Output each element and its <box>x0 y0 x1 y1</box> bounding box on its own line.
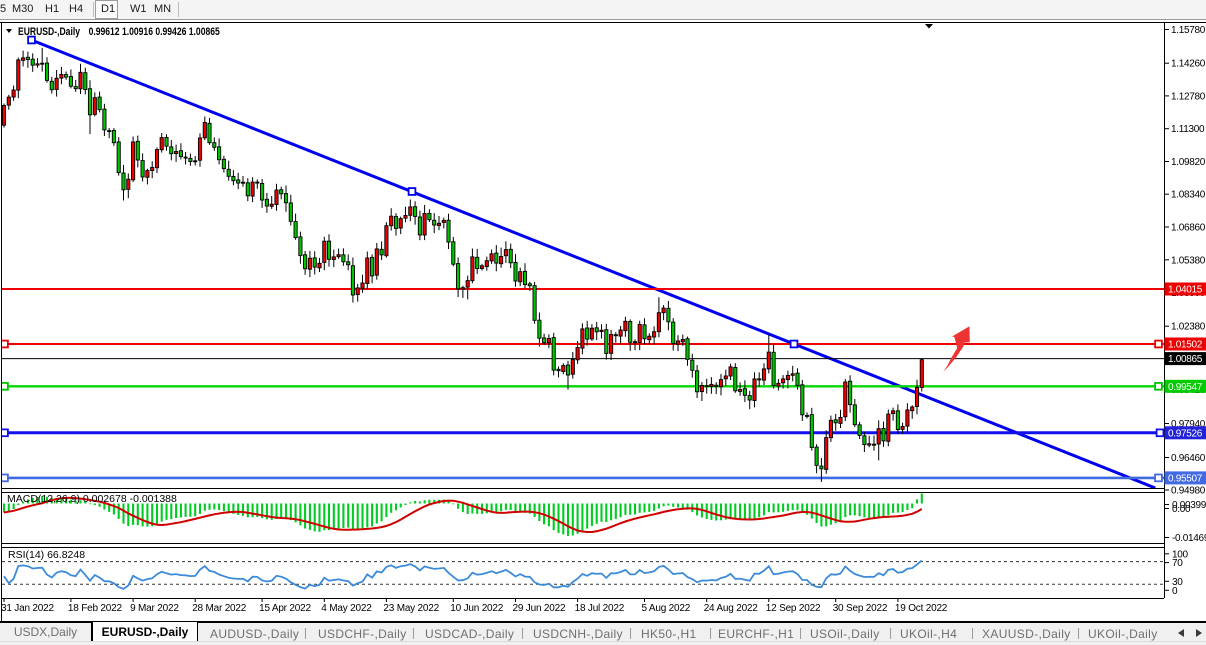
svg-text:18 Jul 2022: 18 Jul 2022 <box>575 603 625 614</box>
svg-text:28 Mar 2022: 28 Mar 2022 <box>192 603 247 614</box>
svg-text:0.00: 0.00 <box>1172 504 1191 515</box>
svg-text:100: 100 <box>1172 549 1189 560</box>
svg-text:10 Jun 2022: 10 Jun 2022 <box>450 603 503 614</box>
svg-text:31 Jan 2022: 31 Jan 2022 <box>1 603 54 614</box>
svg-text:0.95507: 0.95507 <box>1168 473 1203 484</box>
svg-text:MACD(12,26,9) 0.002678 -0.0013: MACD(12,26,9) 0.002678 -0.001388 <box>7 493 177 505</box>
svg-text:1.15780: 1.15780 <box>1171 25 1206 36</box>
svg-text:24 Aug 2022: 24 Aug 2022 <box>704 603 759 614</box>
svg-text:1.04015: 1.04015 <box>1168 285 1203 296</box>
svg-text:1.00865: 1.00865 <box>1168 354 1203 365</box>
svg-text:RSI(14) 66.8248: RSI(14) 66.8248 <box>8 549 85 561</box>
svg-text:1.12780: 1.12780 <box>1171 91 1206 102</box>
svg-text:19 Oct 2022: 19 Oct 2022 <box>895 603 948 614</box>
svg-text:1.14260: 1.14260 <box>1171 59 1206 70</box>
svg-text:0: 0 <box>1172 586 1178 597</box>
svg-text:70: 70 <box>1172 558 1183 569</box>
svg-text:12 Sep 2022: 12 Sep 2022 <box>766 603 821 614</box>
svg-text:0.99547: 0.99547 <box>1168 382 1203 393</box>
svg-text:0.96460: 0.96460 <box>1171 453 1206 464</box>
svg-text:-0.014693: -0.014693 <box>1172 533 1206 544</box>
svg-text:1.06860: 1.06860 <box>1171 223 1206 234</box>
svg-text:1.09820: 1.09820 <box>1171 157 1206 168</box>
svg-text:1.02380: 1.02380 <box>1171 322 1206 333</box>
svg-text:1.01502: 1.01502 <box>1168 340 1203 351</box>
svg-text:30 Sep 2022: 30 Sep 2022 <box>833 603 888 614</box>
svg-text:18 Feb 2022: 18 Feb 2022 <box>68 603 123 614</box>
svg-text:0.97526: 0.97526 <box>1168 428 1203 439</box>
svg-text:1.05380: 1.05380 <box>1171 255 1206 266</box>
svg-text:0.94980: 0.94980 <box>1171 486 1206 497</box>
svg-text:15 Apr 2022: 15 Apr 2022 <box>259 603 311 614</box>
svg-text:0.00399: 0.00399 <box>1172 500 1206 511</box>
svg-text:5 Aug 2022: 5 Aug 2022 <box>642 603 691 614</box>
svg-text:9 Mar 2022: 9 Mar 2022 <box>130 603 179 614</box>
svg-text:29 Jun 2022: 29 Jun 2022 <box>513 603 566 614</box>
svg-text:23 May 2022: 23 May 2022 <box>383 603 439 614</box>
svg-text:4 May 2022: 4 May 2022 <box>321 603 372 614</box>
svg-text:0.97940: 0.97940 <box>1171 419 1206 430</box>
svg-text:30: 30 <box>1172 577 1183 588</box>
svg-text:1.08340: 1.08340 <box>1171 190 1206 201</box>
svg-text:1.11300: 1.11300 <box>1171 124 1205 135</box>
